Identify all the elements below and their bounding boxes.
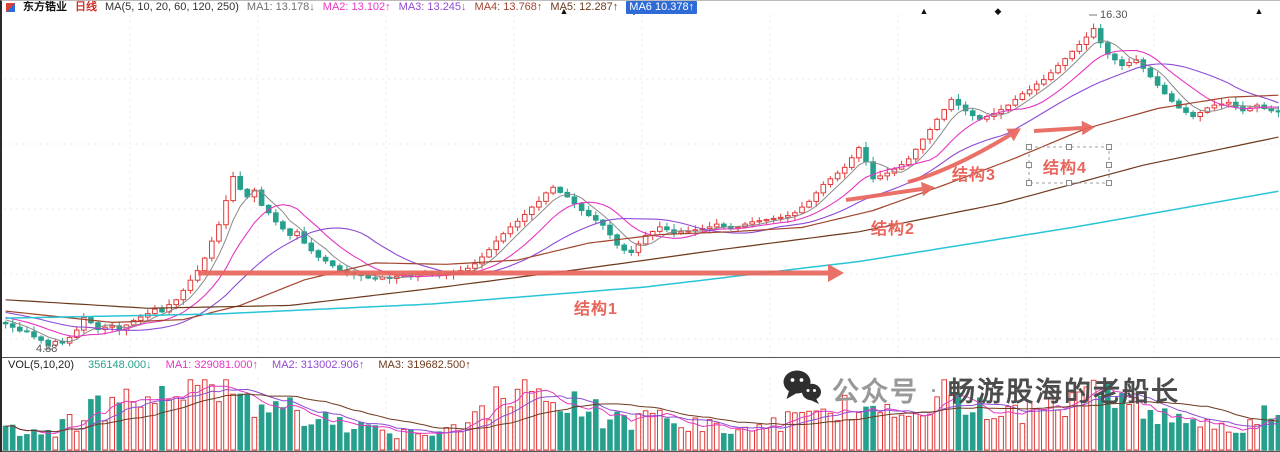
watermark-account: 畅游股海的老船长	[948, 377, 1180, 407]
ma-line	[5, 40, 1279, 343]
wechat-icon	[782, 369, 822, 410]
stock-name: 东方锆业	[23, 1, 67, 13]
structure-arrow	[845, 181, 935, 202]
ma4-value: MA4: 13.768↑	[474, 1, 543, 13]
ma5-value: MA5: 12.287↑	[550, 1, 619, 13]
volume-ma-line	[5, 385, 1279, 434]
svg-text:▲: ▲	[1255, 6, 1264, 16]
watermark-platform: 公众号	[832, 377, 919, 407]
volume-ma1-value: MA1: 329081.000↑	[165, 359, 259, 371]
annotation-structure-1[interactable]: 结构1	[574, 301, 618, 318]
ma1-value: MA1: 13.178↓	[246, 1, 315, 13]
svg-text:▲: ▲	[920, 6, 929, 16]
volume-bars	[2, 379, 1280, 451]
candle-bodies	[2, 28, 1280, 346]
price-high-label: 16.30	[1100, 9, 1128, 21]
app-icon	[6, 3, 15, 12]
structure-arrow	[1033, 120, 1095, 136]
volume-value: 356148.000↓	[88, 359, 152, 371]
price-extreme-ticks	[44, 14, 1097, 350]
volume-ma-line	[5, 393, 1279, 433]
ma3-value: MA3: 13.245↓	[398, 1, 467, 13]
ma-settings-label[interactable]: MA(5, 10, 20, 60, 120, 250)	[105, 1, 239, 13]
structure-arrow	[198, 264, 844, 282]
svg-text:◆: ◆	[995, 6, 1002, 16]
annotation-selection-box	[1026, 144, 1112, 186]
ma-line	[5, 63, 1279, 331]
ma2-value: MA2: 13.102↑	[322, 1, 391, 13]
watermark-separator: ·	[929, 374, 938, 404]
svg-text:▲: ▲	[560, 6, 569, 16]
price-low-label: 4.88	[36, 343, 58, 355]
ma60-line	[5, 94, 1279, 324]
volume-ma3-value: MA3: 319682.500↑	[378, 359, 471, 371]
indicator-header: 东方锆业 日线 MA(5, 10, 20, 60, 120, 250) MA1:…	[6, 1, 698, 14]
volume-ma2-value: MA2: 313002.906↑	[272, 359, 365, 371]
volume-ma-line	[5, 388, 1279, 434]
annotation-structure-4[interactable]: 结构4	[1043, 160, 1087, 177]
ma250-line	[5, 190, 1279, 319]
period-tab[interactable]: 日线	[75, 1, 97, 13]
volume-indicator-label[interactable]: VOL(5,10,20)	[8, 359, 75, 371]
annotation-structure-3[interactable]: 结构3	[952, 167, 996, 184]
annotation-structure-2[interactable]: 结构2	[871, 221, 915, 238]
ma-line	[5, 49, 1279, 337]
volume-header: VOL(5,10,20) 356148.000↓ MA1: 329081.000…	[8, 359, 471, 371]
structure-arrow	[907, 128, 1021, 184]
ma120-line	[5, 136, 1279, 309]
watermark: 公众号 · 畅游股海的老船长	[782, 369, 1180, 410]
ma6-value: MA6 10.378↑	[626, 1, 698, 14]
